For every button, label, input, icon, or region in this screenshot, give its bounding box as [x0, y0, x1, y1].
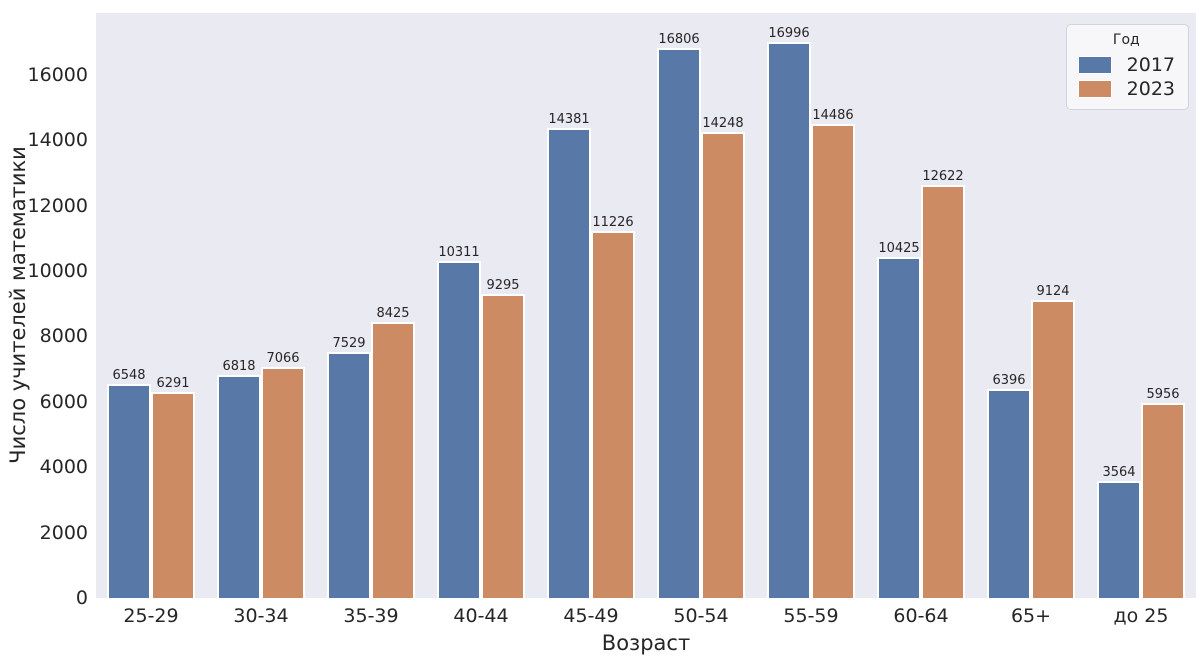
bar-group: 16996 14486 55-59 — [756, 13, 866, 626]
bar-value-label: 16806 — [658, 32, 700, 48]
bar-value-label: 6291 — [156, 376, 190, 392]
bar-2023: 11226 — [591, 216, 635, 598]
legend-item: 2023 — [1077, 77, 1175, 100]
x-tick-label: 40-44 — [453, 605, 509, 627]
plot-area: 6548 6291 25-29 6818 7066 30-34 7529 8425 35-39 1… — [96, 13, 1196, 626]
y-tick-label: 2000 — [39, 521, 88, 544]
x-tick-label: 25-29 — [123, 605, 179, 627]
x-axis-label: Возраст — [601, 631, 691, 655]
bar-value-label: 8425 — [376, 306, 410, 322]
bar-2017: 3564 — [1097, 466, 1141, 598]
bar-value-label: 7529 — [332, 335, 366, 351]
legend-item: 2017 — [1077, 54, 1175, 76]
x-tick-label: 30-34 — [233, 605, 289, 627]
x-tick-label: 55-59 — [783, 605, 839, 627]
x-tick-label: 60-64 — [893, 605, 949, 627]
y-axis-ticks: 0 2000 4000 6000 8000 10000 12000 14000 16000 — [0, 13, 88, 608]
bar-2017: 16806 — [657, 33, 701, 598]
bar-value-label: 6818 — [222, 359, 256, 374]
bar-2023: 8425 — [371, 307, 415, 598]
bar-2017: 6396 — [987, 374, 1031, 598]
y-tick-label: 6000 — [39, 390, 88, 413]
bar-value-label: 14248 — [702, 115, 744, 131]
legend-swatch-2023 — [1077, 80, 1112, 99]
bar-2017: 10425 — [877, 242, 921, 598]
x-tick-label: 65+ — [1010, 605, 1052, 627]
bar-group: 6548 6291 25-29 — [96, 13, 206, 626]
bar-value-label: 10311 — [438, 244, 480, 260]
legend-swatch-2017 — [1077, 56, 1112, 75]
y-tick-label: 8000 — [39, 325, 88, 348]
x-tick-label: 50-54 — [673, 605, 729, 627]
bar-2017: 10311 — [437, 246, 481, 598]
bar-value-label: 11226 — [592, 214, 634, 230]
bar-value-label: 3564 — [1102, 465, 1136, 481]
bar-group: 7529 8425 35-39 — [316, 13, 426, 626]
bar-2017: 7529 — [327, 337, 371, 598]
bar-2023: 5956 — [1141, 388, 1185, 598]
legend-title: Год — [1112, 32, 1140, 48]
bar-2023: 12622 — [921, 170, 965, 598]
bar-group: 6818 7066 30-34 — [206, 13, 316, 626]
bar-2023: 14486 — [811, 109, 855, 598]
legend-item-label: 2017 — [1126, 54, 1175, 76]
bar-2017: 14381 — [547, 113, 591, 598]
bar-value-label: 10425 — [878, 241, 920, 257]
y-tick-label: 0 — [75, 587, 88, 609]
bar-group: 6396 9124 65+ — [976, 13, 1086, 626]
bar-value-label: 9295 — [486, 277, 520, 293]
bar-2017: 16996 — [767, 27, 811, 598]
x-tick-label: 45-49 — [563, 605, 619, 627]
bar-2023: 9124 — [1031, 285, 1075, 598]
bar-value-label: 14381 — [548, 111, 590, 127]
y-tick-label: 16000 — [27, 63, 88, 86]
bar-2023: 7066 — [261, 352, 305, 598]
legend-item-label: 2023 — [1126, 77, 1175, 100]
bar-value-label: 6548 — [112, 367, 146, 383]
bar-group: 16806 14248 50-54 — [646, 13, 756, 626]
bar-2023: 9295 — [481, 279, 525, 598]
x-tick-label: до 25 — [1113, 605, 1169, 627]
bar-value-label: 7066 — [266, 350, 300, 366]
bar-group: 3564 5956 до 25 — [1086, 13, 1196, 626]
bar-group: 10425 12622 60-64 — [866, 13, 976, 626]
bar-value-label: 12622 — [922, 169, 964, 185]
bar-value-label: 9124 — [1036, 283, 1070, 299]
x-tick-label: 35-39 — [343, 605, 399, 627]
bar-value-label: 5956 — [1146, 387, 1180, 403]
y-tick-label: 12000 — [27, 194, 88, 217]
bar-value-label: 6396 — [992, 372, 1026, 388]
bar-group: 14381 11226 45-49 — [536, 13, 646, 626]
bar-2017: 6548 — [107, 369, 151, 598]
bar-value-label: 16996 — [768, 26, 810, 42]
legend: Год 2017 2023 — [1065, 24, 1189, 110]
bar-group: 10311 9295 40-44 — [426, 13, 536, 626]
bar-value-label: 14486 — [812, 108, 854, 124]
bar-2023: 6291 — [151, 377, 195, 598]
bar-2023: 14248 — [701, 117, 745, 598]
bar-2017: 6818 — [217, 360, 261, 598]
y-tick-label: 14000 — [27, 129, 88, 152]
y-tick-label: 4000 — [39, 456, 88, 479]
y-tick-label: 10000 — [27, 259, 88, 282]
